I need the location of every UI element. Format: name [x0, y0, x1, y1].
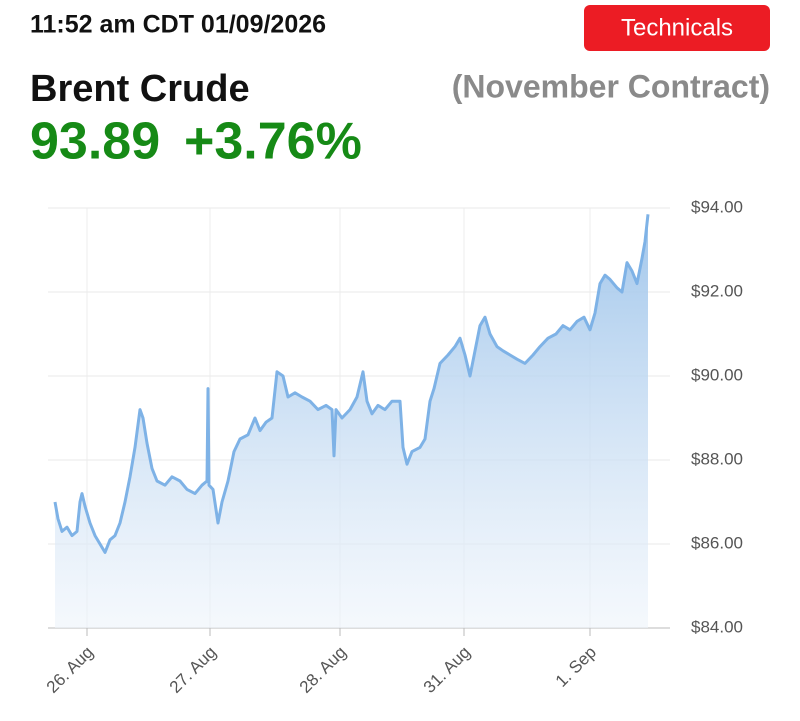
y-tick-label: $84.00: [691, 617, 743, 636]
y-tick-label: $94.00: [691, 197, 743, 216]
y-tick-label: $90.00: [691, 365, 743, 384]
price: 93.89: [30, 113, 160, 171]
area: [55, 214, 648, 629]
y-tick-label: $88.00: [691, 449, 743, 468]
instrument-name: Brent Crude: [30, 68, 250, 110]
y-tick-label: $86.00: [691, 533, 743, 552]
change: +3.76%: [184, 113, 362, 171]
button-label[interactable]: Technicals: [621, 14, 733, 41]
x-tick-label: 26. Aug: [43, 643, 97, 697]
technicals-button[interactable]: [584, 5, 770, 51]
y-tick-label: $92.00: [691, 281, 743, 300]
x-tick-label: 1. Sep: [552, 643, 600, 691]
price-line: [53, 214, 650, 554]
chart: $84.00 $86.00 $88.00 $90.00 $92.00 $94.00 26. …: [43, 197, 743, 696]
x-tick-label: 28. Aug: [296, 643, 350, 697]
contract: (November Contract): [452, 68, 770, 104]
x-tick-label: 27. Aug: [166, 643, 220, 697]
timestamp: 11:52 am CDT 01/09/2026: [30, 11, 326, 39]
x-tick-label: 31. Aug: [420, 643, 474, 697]
